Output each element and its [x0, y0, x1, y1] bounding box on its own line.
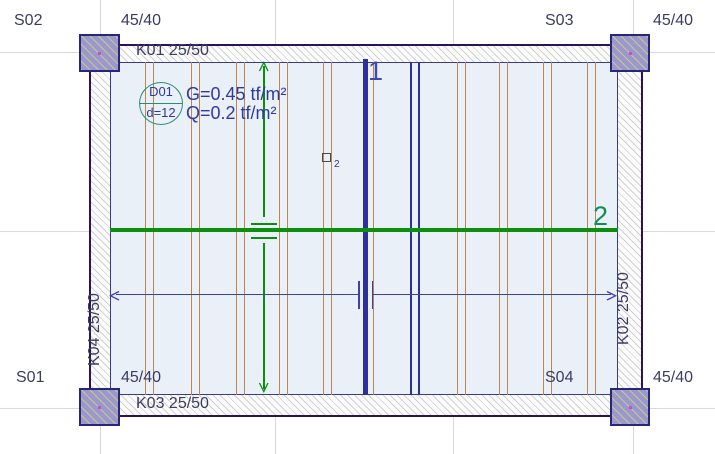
column-s04[interactable] [610, 388, 650, 426]
dimension-segment [372, 294, 611, 296]
arrow-left-icon [109, 290, 120, 301]
dimension-break-tick [358, 281, 360, 309]
column-size-s04: 45/40 [653, 369, 694, 386]
column-insertion-dot [98, 51, 101, 55]
slab-bubble-d01[interactable]: D01 d=12 [139, 82, 183, 125]
arrow-down-icon [258, 382, 269, 393]
column-size-s02: 45/40 [121, 12, 162, 29]
slab-thickness: d=12 [146, 105, 176, 120]
column-s03[interactable] [610, 34, 650, 72]
section-line-2[interactable] [110, 228, 618, 232]
column-insertion-dot [628, 405, 632, 409]
section-line-1[interactable] [363, 59, 368, 395]
section-1-label[interactable]: 1 [368, 56, 384, 86]
column-label-s01: S01 [16, 369, 45, 386]
beam-label-k04: K04 25/50 [86, 293, 103, 367]
arrow-right-icon [606, 290, 617, 301]
slab-live-load: Q=0.2 tf/m² [186, 103, 277, 123]
beam-label-k01: K01 25/50 [136, 42, 209, 59]
slab-dead-load: G=0.45 tf/m² [186, 84, 287, 104]
span-arrow-line [263, 243, 265, 389]
beam-label-k03: K03 25/50 [136, 395, 209, 412]
column-label-s04: S04 [545, 369, 574, 386]
column-insertion-dot [628, 51, 632, 55]
beam-label-k02: K02 25/50 [615, 272, 632, 346]
node-marker-subscript: 2 [334, 159, 340, 170]
column-size-s03: 45/40 [653, 12, 694, 29]
dimension-segment [116, 294, 359, 296]
column-s02[interactable] [79, 34, 120, 72]
arrow-up-icon [258, 61, 269, 72]
slab-name: D01 [140, 83, 182, 104]
column-s01[interactable] [79, 388, 120, 426]
column-label-s03: S03 [545, 12, 574, 29]
column-size-s01: 45/40 [121, 369, 162, 386]
column-label-s02: S02 [14, 12, 43, 29]
span-arrow-line [263, 66, 265, 217]
span-arrow-break-tick [251, 223, 277, 225]
dimension-break-tick [371, 281, 373, 309]
span-arrow-break-tick [251, 237, 277, 239]
section-2-label[interactable]: 2 [593, 201, 609, 231]
column-insertion-dot [98, 405, 101, 409]
node-marker-square[interactable] [322, 153, 331, 162]
